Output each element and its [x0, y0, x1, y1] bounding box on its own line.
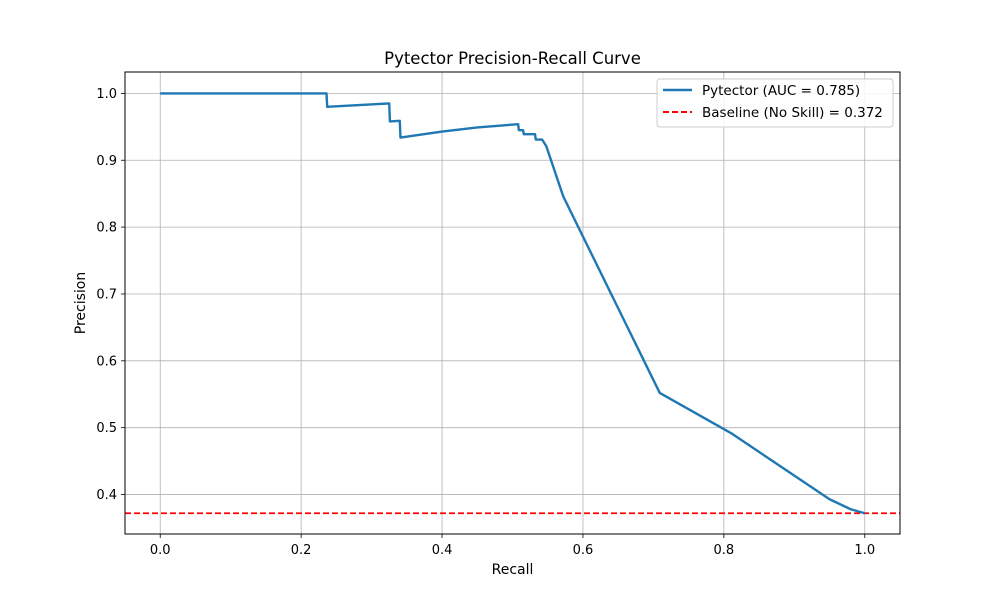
x-tick-label: 0.8 [714, 543, 735, 558]
x-tick-label: 0.4 [432, 543, 453, 558]
y-tick-label: 0.5 [96, 421, 117, 436]
y-axis-label: Precision [73, 272, 89, 334]
plot-frame [124, 71, 901, 535]
axis-ticks: 0.0 0.2 0.4 0.6 0.8 1.0 0.4 0.5 0.6 0.7 0.8 0.9 1.0 [96, 87, 875, 558]
y-tick-label: 1.0 [96, 87, 117, 102]
legend-entry-pytector: Pytector (AUC = 0.785) [702, 83, 860, 99]
x-axis-label: Recall [492, 562, 534, 578]
y-tick-label: 0.9 [96, 154, 117, 169]
x-tick-label: 0.0 [150, 543, 171, 558]
chart-title: Pytector Precision-Recall Curve [384, 49, 641, 68]
plot-area [125, 92, 900, 515]
legend: Pytector (AUC = 0.785) Baseline (No Skil… [656, 78, 894, 128]
legend-box [656, 78, 894, 128]
x-tick-label: 0.2 [291, 543, 312, 558]
x-tick-label: 1.0 [854, 543, 875, 558]
y-tick-label: 0.4 [96, 488, 117, 503]
y-tick-label: 0.7 [96, 287, 117, 302]
pytector-series-line [160, 92, 866, 515]
grid-lines [125, 72, 900, 534]
legend-entry-baseline: Baseline (No Skill) = 0.372 [702, 105, 883, 121]
y-tick-label: 0.8 [96, 221, 117, 236]
y-tick-label: 0.6 [96, 354, 117, 369]
x-tick-label: 0.6 [573, 543, 594, 558]
